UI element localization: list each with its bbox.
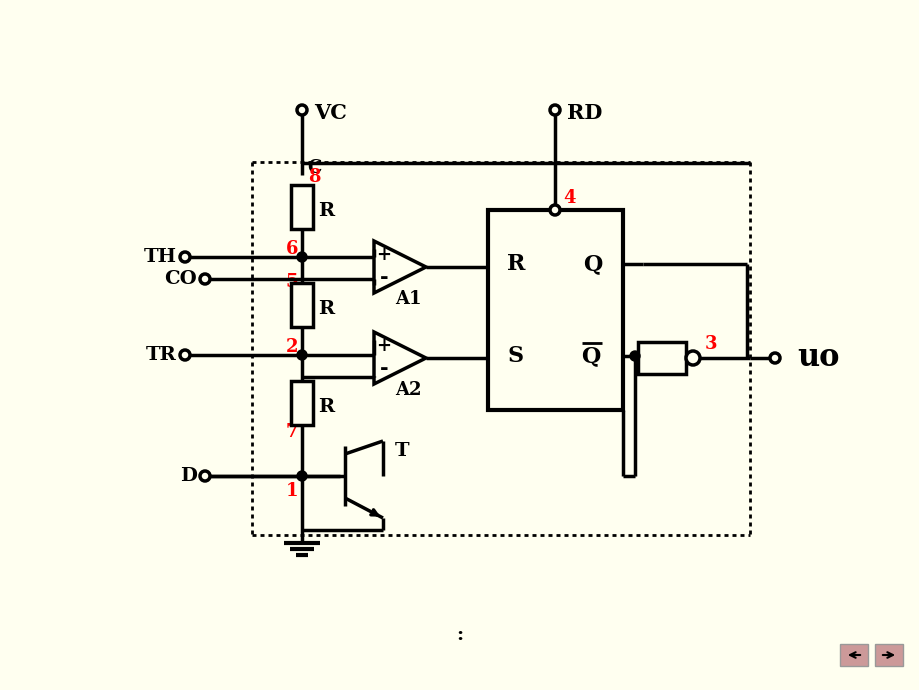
Text: RD: RD bbox=[566, 103, 602, 123]
Text: 3: 3 bbox=[704, 335, 717, 353]
Bar bbox=[839, 644, 867, 666]
Text: VC: VC bbox=[313, 103, 346, 123]
Bar bbox=[290, 283, 312, 327]
Circle shape bbox=[199, 274, 210, 284]
Circle shape bbox=[297, 350, 307, 360]
Text: 4: 4 bbox=[562, 189, 575, 207]
Text: C: C bbox=[307, 159, 321, 177]
Text: uo: uo bbox=[796, 342, 839, 373]
Bar bbox=[290, 381, 312, 425]
Text: Q: Q bbox=[581, 345, 600, 367]
Text: -: - bbox=[380, 358, 388, 378]
Text: A2: A2 bbox=[394, 381, 421, 399]
Text: 6: 6 bbox=[285, 240, 298, 258]
Text: CO: CO bbox=[165, 270, 197, 288]
Circle shape bbox=[769, 353, 779, 363]
Text: Q: Q bbox=[583, 253, 602, 275]
Text: 1: 1 bbox=[285, 482, 298, 500]
Text: R: R bbox=[318, 202, 334, 220]
Circle shape bbox=[297, 105, 307, 115]
Text: S: S bbox=[507, 345, 524, 367]
Circle shape bbox=[630, 351, 640, 361]
Bar bbox=[290, 185, 312, 229]
Text: 2: 2 bbox=[285, 338, 298, 356]
Circle shape bbox=[686, 351, 699, 365]
Text: +: + bbox=[376, 337, 391, 355]
Text: D: D bbox=[180, 467, 197, 485]
Text: R: R bbox=[318, 300, 334, 318]
Text: TR: TR bbox=[146, 346, 176, 364]
Text: -: - bbox=[380, 267, 388, 287]
Text: +: + bbox=[376, 246, 391, 264]
Text: 5: 5 bbox=[285, 273, 298, 291]
Text: 8: 8 bbox=[308, 168, 320, 186]
Circle shape bbox=[297, 252, 307, 262]
Circle shape bbox=[180, 350, 190, 360]
Text: TH: TH bbox=[144, 248, 176, 266]
Circle shape bbox=[550, 105, 560, 115]
Circle shape bbox=[199, 471, 210, 481]
Text: T: T bbox=[394, 442, 409, 460]
Text: :: : bbox=[456, 626, 463, 644]
Bar bbox=[874, 644, 902, 666]
Circle shape bbox=[180, 252, 190, 262]
Text: 7: 7 bbox=[285, 423, 298, 441]
Text: R: R bbox=[506, 253, 525, 275]
Text: R: R bbox=[318, 398, 334, 416]
Bar bbox=[637, 342, 686, 374]
Circle shape bbox=[550, 205, 560, 215]
Circle shape bbox=[297, 471, 307, 481]
Text: A1: A1 bbox=[394, 290, 421, 308]
Bar bbox=[487, 210, 622, 410]
